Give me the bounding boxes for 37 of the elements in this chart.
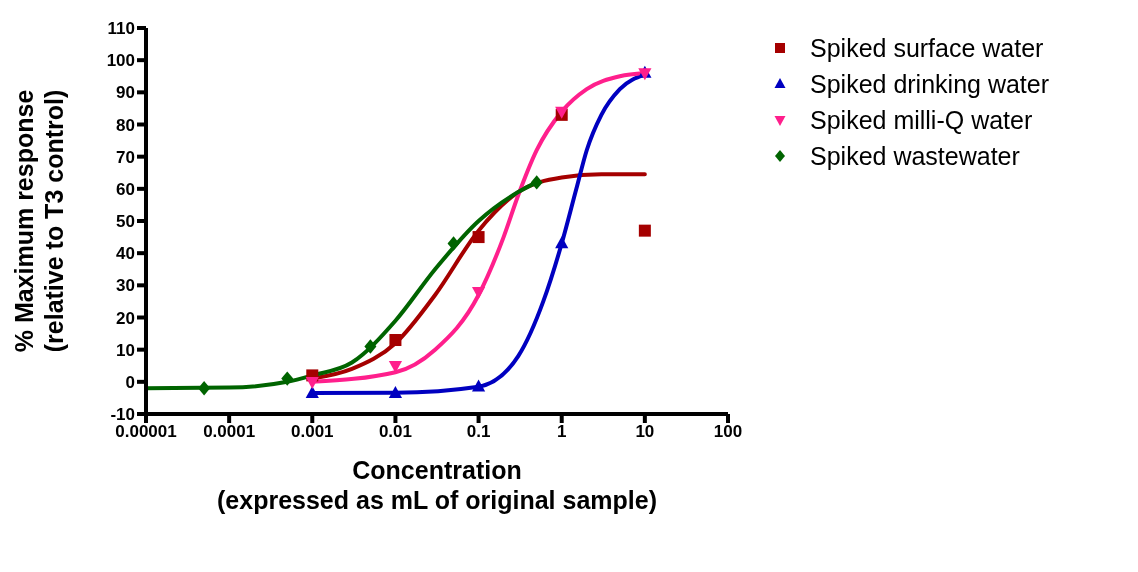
x-tick-label: 10 (635, 422, 655, 442)
y-tick-label: 20 (116, 308, 135, 328)
y-tick-label: 110 (107, 19, 135, 39)
y-tick-label: 60 (116, 179, 135, 199)
y-tick-label: 100 (106, 51, 135, 71)
point (638, 224, 651, 237)
y-tick-label: 50 (116, 212, 135, 232)
x-tick-label: 0.01 (378, 422, 412, 442)
x-axis-title: Concentration (expressed as mL of original sample) (217, 456, 657, 514)
y-axis-title: % Maximum response (relative to T3 control) (10, 89, 68, 353)
y-tick-label: 0 (125, 372, 135, 392)
x-tick-label: 1 (556, 422, 567, 442)
y-tick-label: 80 (116, 115, 135, 135)
legend-label: Spiked drinking water (810, 69, 1050, 99)
y-tick-label: 10 (116, 340, 135, 360)
point (471, 379, 486, 392)
y-tick-label: 90 (116, 83, 135, 103)
y-tick-label: 70 (116, 147, 135, 167)
legend-label: Spiked surface water (810, 33, 1044, 63)
y-tick-label: -10 (110, 405, 135, 425)
x-tick-label: 0.00001 (115, 422, 177, 442)
x-tick-label: 0.001 (291, 422, 334, 442)
point (305, 377, 319, 390)
y-tick-label: 30 (116, 276, 135, 296)
x-tick-label: 0.0001 (203, 422, 256, 442)
legend-label: Spiked wastewater (810, 141, 1020, 171)
x-tick-label: 100 (713, 422, 743, 442)
point (388, 385, 403, 398)
x-tick-label: 0.1 (466, 422, 491, 442)
point (305, 385, 319, 398)
point (471, 286, 486, 299)
point (555, 236, 569, 249)
legend-label: Spiked milli-Q water (810, 105, 1033, 135)
y-tick-label: 40 (116, 244, 135, 264)
point (388, 360, 403, 373)
point (472, 231, 485, 244)
point (389, 334, 402, 347)
